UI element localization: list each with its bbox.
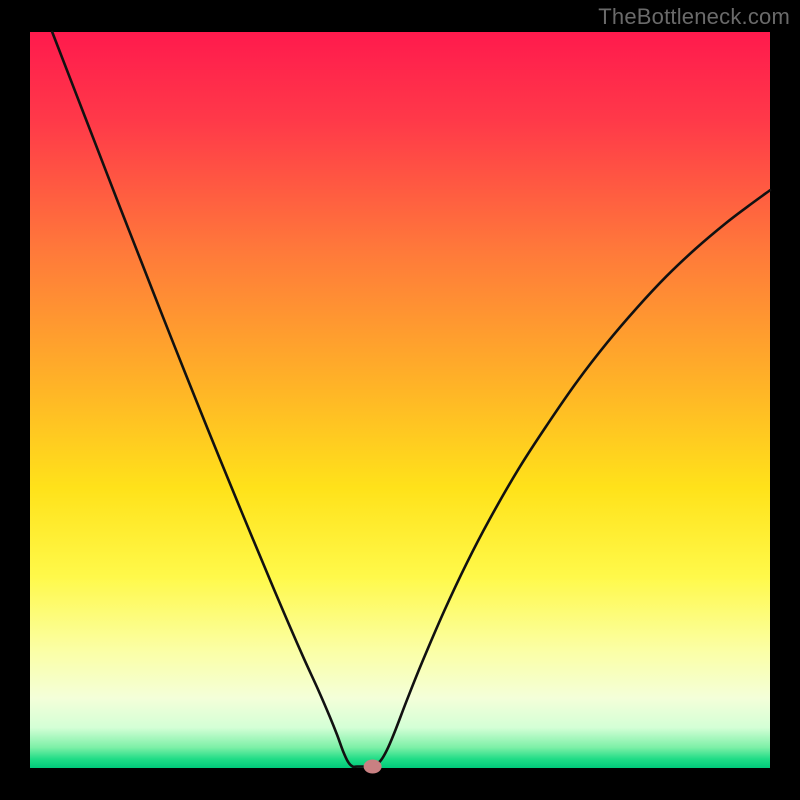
- bottleneck-chart: [0, 0, 800, 800]
- watermark-text: TheBottleneck.com: [598, 4, 790, 30]
- chart-container: TheBottleneck.com: [0, 0, 800, 800]
- optimal-point-marker: [364, 760, 382, 774]
